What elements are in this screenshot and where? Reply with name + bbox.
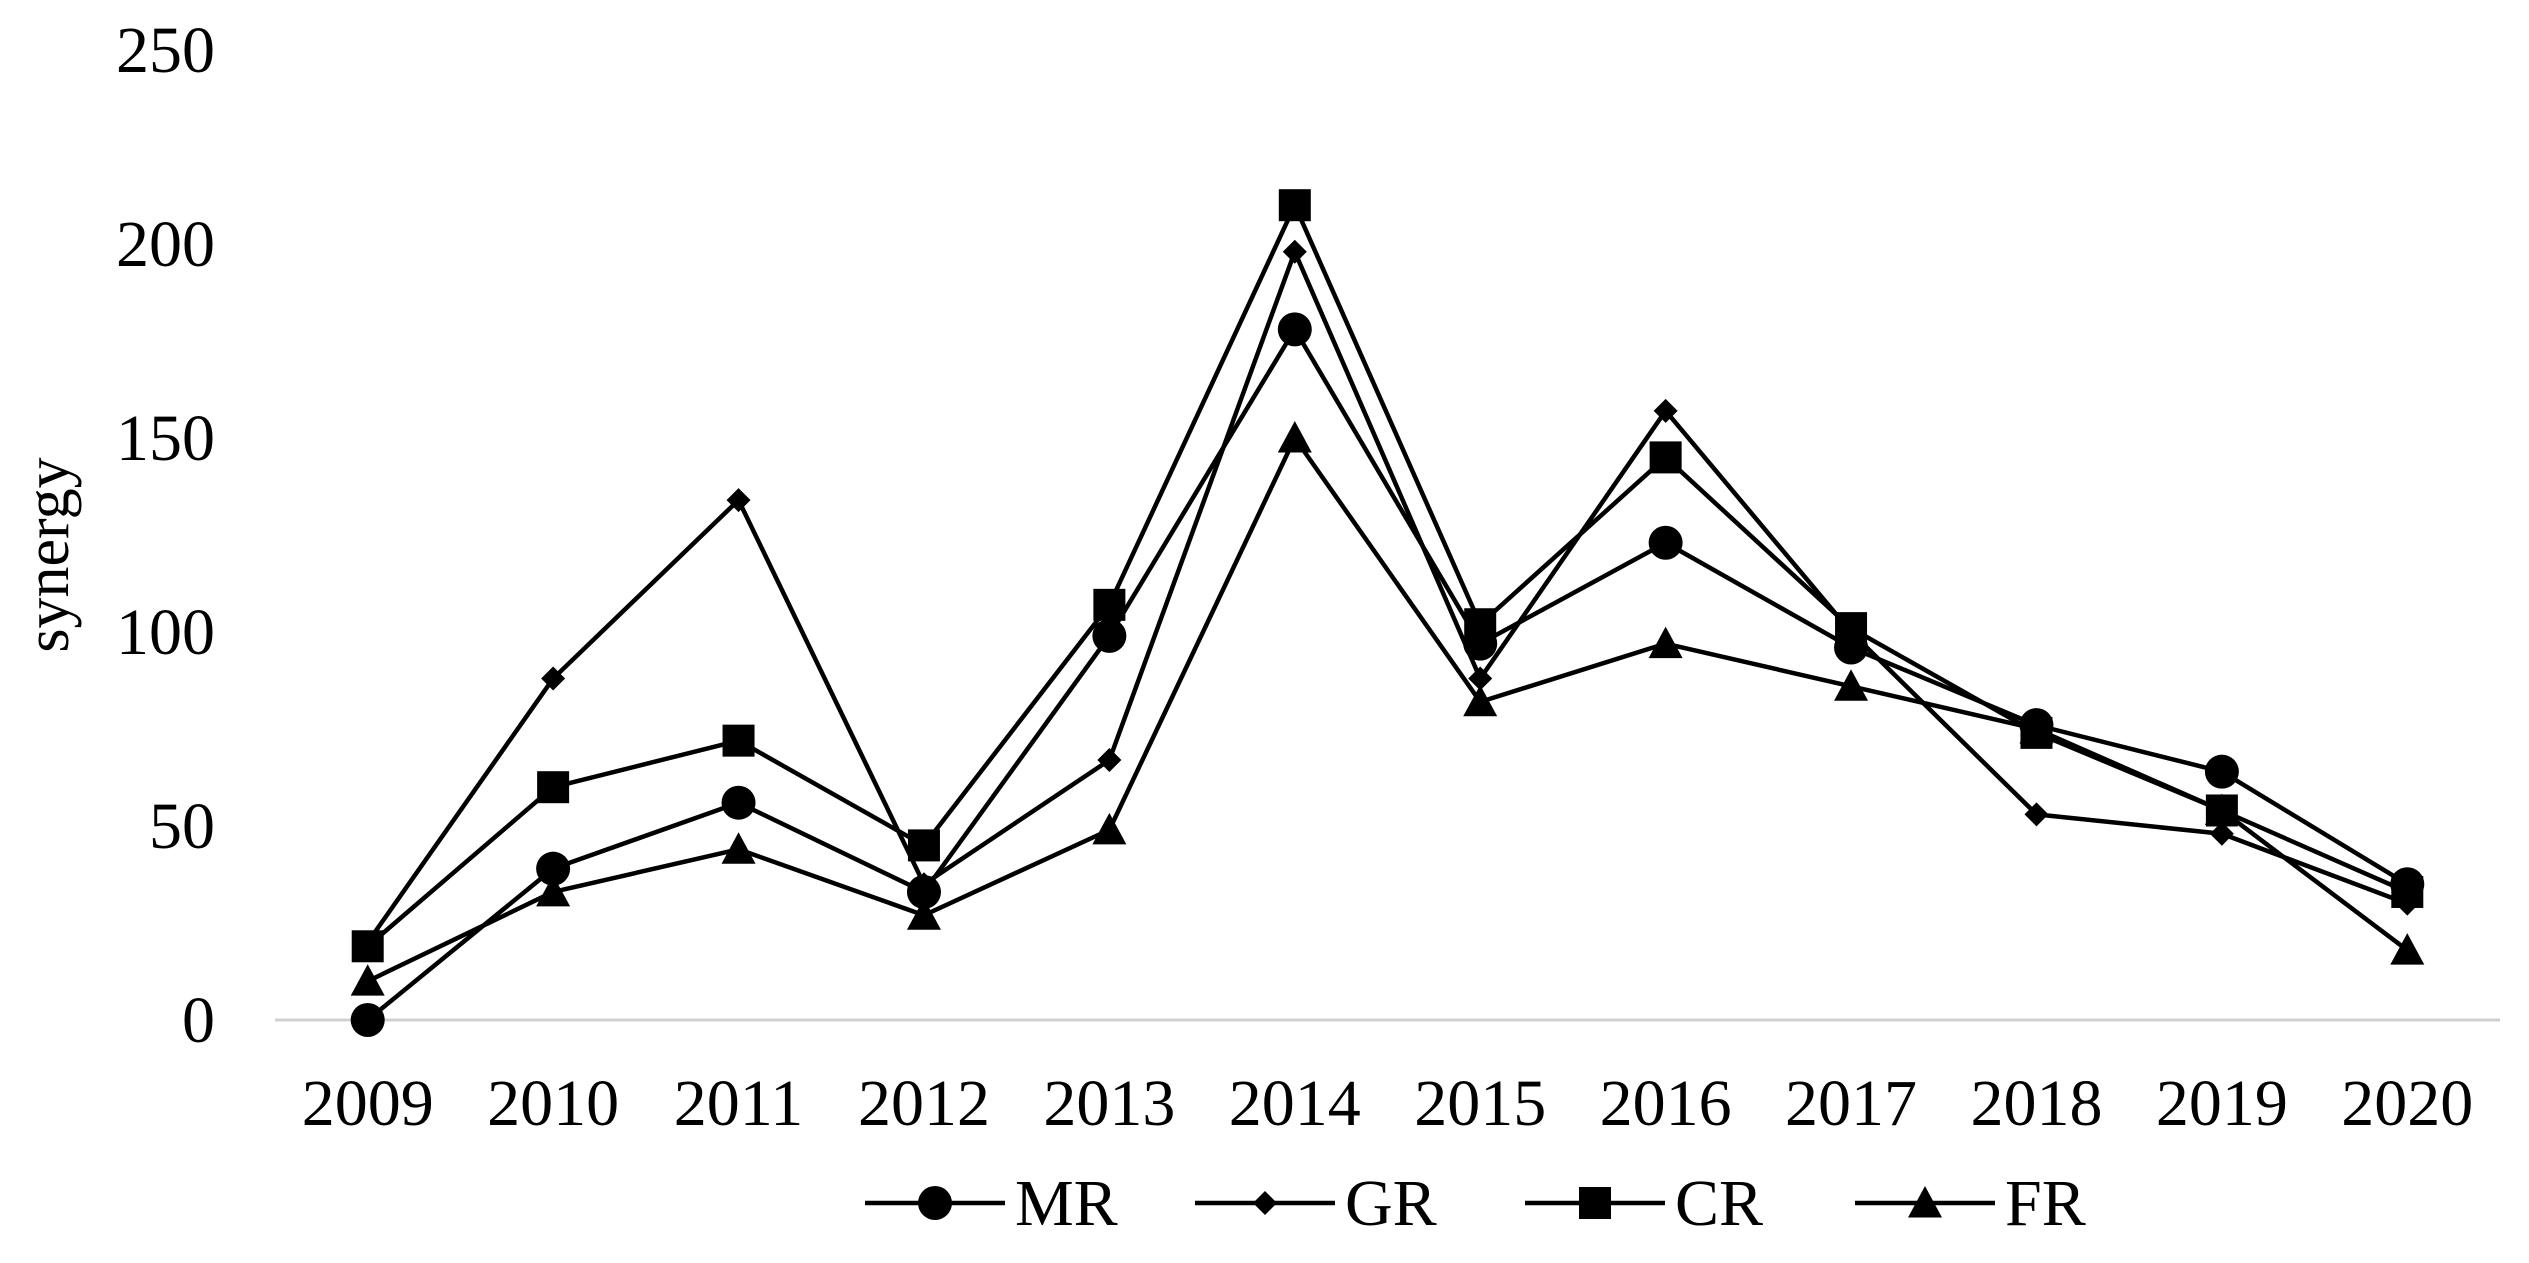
series-cr-point (1093, 588, 1126, 621)
series-fr-point (1648, 626, 1683, 659)
legend-swatch-marker (1579, 1187, 1611, 1219)
series-mr-point (721, 785, 756, 820)
series-fr-line (366, 435, 2409, 984)
series-fr-point (906, 898, 941, 930)
series-fr-point (1092, 812, 1127, 845)
series-fr (350, 421, 2425, 996)
y-tick-label: 0 (182, 984, 215, 1057)
series-mr-line (366, 327, 2409, 1022)
series-fr-point (2019, 712, 2054, 744)
series-fr-point (350, 964, 385, 996)
legend-swatch-marker (1253, 1191, 1277, 1215)
legend-item-gr: GR (1195, 1167, 1437, 1240)
series-cr-point (1835, 612, 1868, 645)
series-group (350, 189, 2425, 1037)
series-cr-point (1278, 189, 1311, 222)
series-mr-point (1277, 312, 1312, 347)
y-tick-label: 150 (116, 402, 215, 475)
series-cr-point (1649, 441, 1682, 474)
legend-label: CR (1675, 1167, 1763, 1240)
series-fr-point (1463, 684, 1498, 717)
series-gr-point (1282, 239, 1307, 264)
series-cr-point (537, 771, 570, 804)
x-tick-label: 2016 (1600, 1067, 1732, 1140)
series-gr-point (911, 872, 936, 897)
series-fr-point (2204, 793, 2239, 825)
x-tick-label: 2019 (2156, 1067, 2288, 1140)
y-tick-label: 250 (116, 14, 215, 87)
legend-item-fr: FR (1855, 1167, 2086, 1240)
y-axis-title: synergy (14, 457, 82, 652)
legend-label: FR (2005, 1167, 2086, 1240)
series-mr-point (536, 851, 571, 886)
x-tick-label: 2009 (302, 1067, 434, 1140)
series-mr-point (2204, 754, 2239, 789)
x-tick-label: 2011 (674, 1067, 804, 1140)
y-tick-label: 100 (116, 596, 215, 669)
x-tick-label: 2014 (1229, 1067, 1361, 1140)
series-gr-point (2209, 821, 2234, 846)
legend-label: MR (1015, 1167, 1118, 1240)
series-cr-point (351, 930, 384, 963)
series-gr (355, 239, 2420, 955)
legend-item-cr: CR (1525, 1167, 1763, 1240)
x-tick-label: 2012 (858, 1067, 990, 1140)
legend-swatch-marker (1908, 1186, 1942, 1218)
legend-label: GR (1345, 1167, 1437, 1240)
series-gr-point (1653, 398, 1678, 423)
legend-swatch-marker (918, 1186, 952, 1220)
x-tick-label: 2015 (1414, 1067, 1546, 1140)
y-tick-label: 200 (116, 208, 215, 281)
series-fr-point (2390, 933, 2425, 965)
x-tick-label: 2013 (1043, 1067, 1175, 1140)
series-fr-point (536, 874, 571, 907)
series-cr-point (907, 829, 940, 862)
x-tick-label: 2010 (487, 1067, 619, 1140)
series-fr-point (1277, 421, 1312, 453)
series-cr-point (2391, 875, 2424, 908)
series-mr-point (1648, 525, 1683, 560)
y-tick-label: 50 (149, 790, 215, 863)
legend-item-mr: MR (865, 1167, 1118, 1240)
axes: 0 50 100 150 200 250 2009 2010 2011 2012 2013 2014 2… (14, 14, 2500, 1140)
series-mr (350, 312, 2425, 1037)
series-cr-line (366, 202, 2409, 948)
series-mr-point (350, 1003, 385, 1037)
x-tick-label: 2018 (1970, 1067, 2102, 1140)
series-cr-point (1464, 608, 1497, 641)
legend: MR GR CR FR (865, 1167, 2086, 1240)
series-gr-point (541, 666, 566, 691)
series-gr-point (2024, 802, 2049, 827)
series-cr (351, 189, 2424, 963)
series-gr-point (1097, 748, 1122, 773)
series-gr-line (365, 249, 2409, 944)
series-mr-point (1092, 618, 1127, 653)
series-gr-point (726, 488, 751, 513)
series-fr-point (721, 832, 756, 864)
series-cr-point (722, 724, 755, 757)
x-tick-label: 2017 (1785, 1067, 1917, 1140)
x-tick-label: 2020 (2341, 1067, 2473, 1140)
series-gr-point (1468, 666, 1493, 691)
series-fr-point (1834, 669, 1869, 701)
